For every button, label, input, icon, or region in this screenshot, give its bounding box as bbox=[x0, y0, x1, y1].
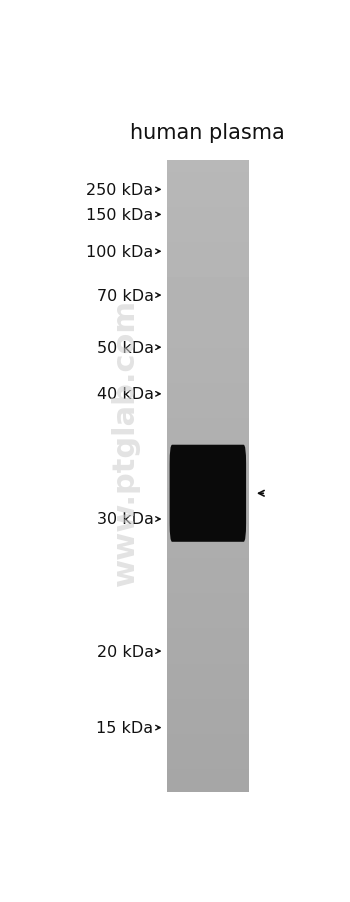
Text: 20 kDa: 20 kDa bbox=[97, 644, 154, 658]
Text: 250 kDa: 250 kDa bbox=[86, 183, 154, 198]
Text: 40 kDa: 40 kDa bbox=[97, 387, 154, 402]
Text: human plasma: human plasma bbox=[131, 123, 285, 143]
Text: 30 kDa: 30 kDa bbox=[97, 512, 154, 527]
Text: 15 kDa: 15 kDa bbox=[97, 721, 154, 735]
Text: www.ptglab.com: www.ptglab.com bbox=[111, 299, 140, 585]
Text: 100 kDa: 100 kDa bbox=[86, 244, 154, 260]
Text: 150 kDa: 150 kDa bbox=[86, 207, 154, 223]
Text: 70 kDa: 70 kDa bbox=[97, 289, 154, 303]
Text: 50 kDa: 50 kDa bbox=[97, 340, 154, 355]
